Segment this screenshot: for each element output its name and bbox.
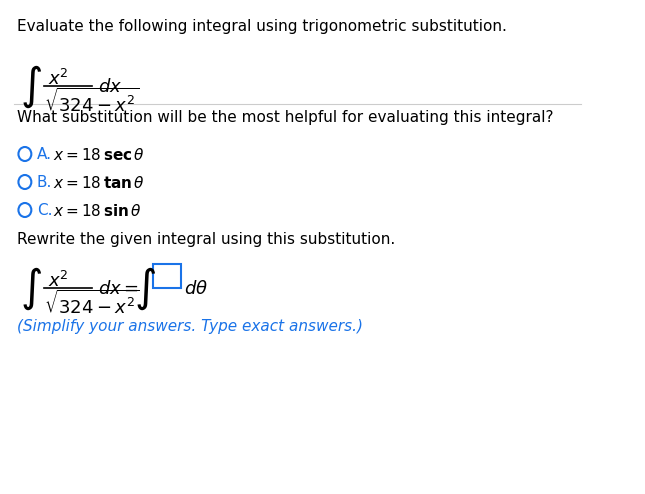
Text: $x^2$: $x^2$	[48, 271, 68, 291]
FancyBboxPatch shape	[153, 264, 181, 288]
Text: $dx$: $dx$	[97, 78, 122, 96]
Text: (Simplify your answers. Type exact answers.): (Simplify your answers. Type exact answe…	[17, 319, 362, 334]
Text: $\int$: $\int$	[20, 64, 43, 111]
Text: B.: B.	[37, 175, 52, 190]
Text: $x = 18\,\mathbf{sin}\,\theta$: $x = 18\,\mathbf{sin}\,\theta$	[52, 203, 141, 219]
Text: C.: C.	[37, 203, 52, 218]
Text: Evaluate the following integral using trigonometric substitution.: Evaluate the following integral using tr…	[17, 19, 506, 34]
Text: $dx = $: $dx = $	[97, 280, 139, 298]
Text: $x = 18\,\mathbf{sec}\,\theta$: $x = 18\,\mathbf{sec}\,\theta$	[52, 147, 144, 163]
Text: What substitution will be the most helpful for evaluating this integral?: What substitution will be the most helpf…	[17, 110, 553, 125]
Text: $\sqrt{324-x^2}$: $\sqrt{324-x^2}$	[45, 289, 139, 317]
Text: $\int$: $\int$	[20, 266, 43, 312]
Text: $x^2$: $x^2$	[48, 69, 68, 89]
Text: A.: A.	[37, 147, 52, 162]
Text: $\int$: $\int$	[134, 266, 155, 312]
Text: $x = 18\,\mathbf{tan}\,\theta$: $x = 18\,\mathbf{tan}\,\theta$	[52, 175, 144, 191]
Text: Rewrite the given integral using this substitution.: Rewrite the given integral using this su…	[17, 232, 395, 247]
Text: $d\theta$: $d\theta$	[184, 280, 208, 298]
Text: $\sqrt{324-x^2}$: $\sqrt{324-x^2}$	[45, 87, 139, 116]
